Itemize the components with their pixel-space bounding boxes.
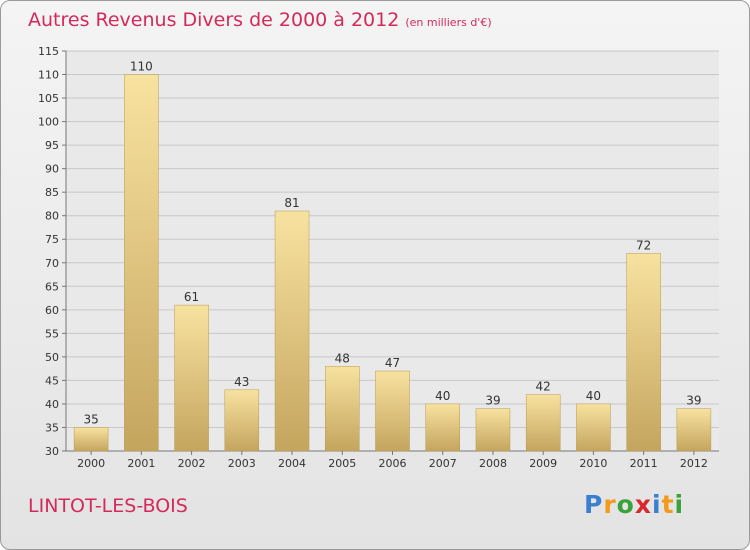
logo-letter: t xyxy=(661,490,675,519)
bar xyxy=(676,408,712,452)
y-tick-label: 55 xyxy=(45,327,59,340)
value-label: 40 xyxy=(435,389,450,403)
bar xyxy=(576,403,611,452)
value-label: 43 xyxy=(234,375,249,389)
y-tick-label: 30 xyxy=(45,445,59,458)
chart-title: Autres Revenus Divers de 2000 à 2012 (en … xyxy=(28,9,492,31)
bar xyxy=(224,389,260,452)
bar xyxy=(626,253,661,452)
value-label: 42 xyxy=(536,380,551,394)
bar xyxy=(525,394,561,452)
x-tick-label: 2001 xyxy=(127,457,155,470)
y-tick-label: 95 xyxy=(45,139,59,152)
place-name: LINTOT-LES-BOIS xyxy=(28,495,188,517)
value-label: 48 xyxy=(335,351,350,365)
bar xyxy=(375,370,410,452)
proxiti-logo: Proxiti xyxy=(584,490,684,519)
logo-letter: o xyxy=(616,490,635,519)
bar xyxy=(325,366,360,452)
value-label: 39 xyxy=(485,394,500,408)
value-label: 40 xyxy=(586,389,601,403)
logo-letter: P xyxy=(584,490,604,519)
y-tick-label: 110 xyxy=(38,69,59,82)
x-tick-label: 2002 xyxy=(178,457,206,470)
x-tick-label: 2009 xyxy=(529,457,557,470)
value-label: 72 xyxy=(636,238,651,252)
value-label: 39 xyxy=(686,394,701,408)
x-tick-label: 2005 xyxy=(328,457,356,470)
logo-letter: x xyxy=(634,490,652,519)
y-tick-label: 45 xyxy=(45,374,59,387)
logo-letter: r xyxy=(603,490,617,519)
bar xyxy=(274,210,310,452)
value-label: 110 xyxy=(130,60,153,74)
logo-letter: i xyxy=(652,490,662,519)
x-tick-label: 2012 xyxy=(680,457,708,470)
y-tick-label: 85 xyxy=(45,186,59,199)
y-tick-label: 65 xyxy=(45,280,59,293)
x-tick-label: 2000 xyxy=(77,457,105,470)
y-tick-label: 100 xyxy=(38,116,59,129)
x-tick-label: 2007 xyxy=(429,457,457,470)
bar xyxy=(425,403,460,452)
y-tick-label: 35 xyxy=(45,421,59,434)
x-tick-label: 2006 xyxy=(379,457,407,470)
bar xyxy=(73,427,109,452)
x-tick-label: 2008 xyxy=(479,457,507,470)
x-tick-label: 2011 xyxy=(630,457,658,470)
y-tick-label: 60 xyxy=(45,304,59,317)
chart-subtitle: (en milliers d'€) xyxy=(405,16,492,29)
x-tick-label: 2003 xyxy=(228,457,256,470)
value-label: 35 xyxy=(83,412,98,426)
value-label: 47 xyxy=(385,356,400,370)
bar xyxy=(475,408,511,452)
value-label: 61 xyxy=(184,290,199,304)
bar xyxy=(174,304,209,452)
y-tick-label: 90 xyxy=(45,163,59,176)
x-tick-label: 2010 xyxy=(579,457,607,470)
y-tick-label: 50 xyxy=(45,351,59,364)
chart-title-text: Autres Revenus Divers de 2000 à 2012 xyxy=(28,9,400,31)
y-tick-label: 115 xyxy=(38,45,59,58)
value-label: 81 xyxy=(284,196,299,210)
y-tick-label: 80 xyxy=(45,210,59,223)
y-tick-label: 75 xyxy=(45,233,59,246)
y-tick-label: 105 xyxy=(38,92,59,105)
logo-letter: i xyxy=(674,490,685,519)
y-tick-label: 70 xyxy=(45,257,59,270)
bar xyxy=(124,74,159,452)
y-tick-label: 40 xyxy=(45,398,59,411)
x-tick-label: 2004 xyxy=(278,457,306,470)
